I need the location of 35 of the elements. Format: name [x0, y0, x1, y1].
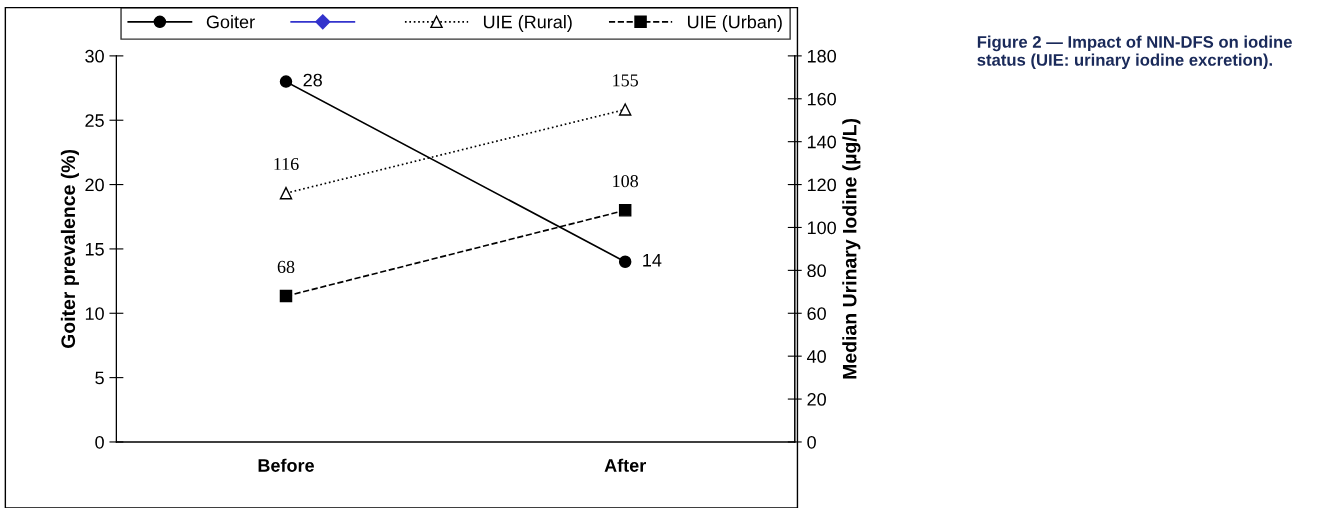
y2-tick-label: 80	[807, 264, 826, 278]
data-label: 116	[274, 157, 299, 171]
y2-tick-label: 0	[807, 435, 816, 449]
text: Figure 2 — Impact of NIN-DFS on iodine status (UIE: urinary iodine excretion).	[977, 35, 1292, 70]
legend-label: Goiter	[206, 15, 255, 29]
y2-axis-title: Median Urinary Iodine (µg/L)	[842, 118, 861, 379]
x-tick-label: Before	[258, 458, 314, 472]
legend-label: UIE (Urban)	[688, 15, 782, 32]
y-tick-label: 10	[85, 307, 104, 320]
y-tick-label: 15	[85, 243, 104, 256]
data-label: 28	[303, 73, 322, 87]
y2-tick-label: 180	[807, 49, 836, 63]
x-tick-label: After	[604, 458, 646, 472]
y-axis-title: Goiter prevalence (%)	[60, 149, 79, 349]
y2-tick-label: 100	[807, 221, 836, 235]
point	[618, 103, 632, 116]
y2-tick-label: 40	[806, 350, 826, 363]
y-tick-label: 0	[95, 435, 104, 449]
point	[279, 186, 293, 200]
legend-label: UIE (Rural)	[483, 15, 572, 32]
y-tick-label: 30	[85, 49, 104, 63]
data-label: 14	[643, 254, 662, 267]
y-tick-label: 25	[85, 114, 104, 127]
y2-tick-label: 20	[807, 393, 826, 406]
y2-tick-label: 160	[807, 92, 836, 106]
point	[279, 289, 293, 303]
y2-tick-label: 60	[807, 307, 826, 320]
data-label: 155	[613, 74, 639, 87]
y-tick-label: 5	[95, 371, 104, 385]
y2-tick-label: 120	[807, 178, 836, 192]
y-tick-label: 20	[85, 178, 104, 192]
data-label: 108	[613, 175, 639, 188]
point	[618, 204, 632, 217]
data-label: 68	[277, 260, 295, 273]
y2-tick-label: 140	[807, 135, 836, 149]
